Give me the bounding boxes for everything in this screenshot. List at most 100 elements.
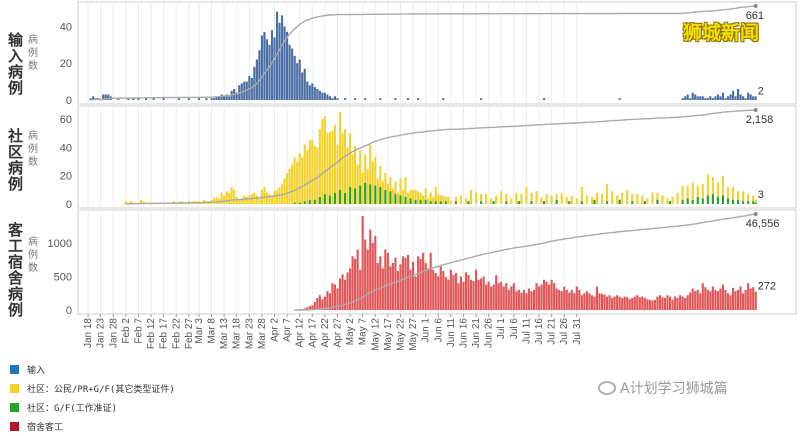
bar <box>437 276 440 310</box>
bar <box>273 191 276 204</box>
bar <box>454 201 457 204</box>
bar <box>542 98 546 100</box>
y-tick-label: 40 <box>60 142 72 154</box>
bar <box>265 192 269 204</box>
bar <box>651 300 654 310</box>
bar <box>686 295 689 310</box>
bar <box>371 242 374 310</box>
bar <box>331 283 334 310</box>
bar <box>351 256 354 310</box>
bar <box>585 195 588 204</box>
bar <box>480 194 483 202</box>
bar <box>500 191 503 204</box>
bar <box>636 295 639 310</box>
bar <box>459 276 463 310</box>
bar <box>545 281 548 310</box>
bar <box>336 98 339 100</box>
bar <box>328 293 332 310</box>
bar <box>359 185 362 204</box>
bar <box>681 296 684 310</box>
bar <box>406 192 410 204</box>
x-tick-label: Jan 28 <box>108 318 119 348</box>
bar <box>308 199 311 204</box>
bar <box>323 194 326 204</box>
bar <box>354 188 357 204</box>
bar <box>278 22 281 100</box>
bar <box>736 88 740 100</box>
bar <box>364 154 367 183</box>
bar <box>696 96 699 100</box>
bar <box>517 201 520 204</box>
panel-2-title: 社区病例 <box>8 127 24 193</box>
bar <box>686 94 689 100</box>
bar <box>313 145 316 200</box>
bar <box>442 195 445 204</box>
bar <box>212 98 216 100</box>
bar <box>432 196 435 204</box>
bar <box>318 128 321 197</box>
legend-item-community-citizen: 社区：公民/PR+G/F(其它类型证件) <box>10 379 175 398</box>
bar <box>364 239 367 310</box>
bar <box>535 191 538 204</box>
bar <box>492 284 495 310</box>
x-tick-label: May 7 <box>358 318 369 346</box>
bar <box>505 283 508 310</box>
bar <box>268 44 271 100</box>
bar <box>542 279 546 310</box>
bar <box>328 131 332 196</box>
bar <box>585 291 588 310</box>
bar <box>701 198 704 204</box>
bar <box>253 66 256 100</box>
legend-swatch <box>10 422 19 431</box>
bar <box>303 308 306 310</box>
bar <box>595 286 599 310</box>
bar <box>734 291 737 310</box>
x-tick-label: Apr 12 <box>295 318 306 348</box>
x-tick-label: May 2 <box>345 318 356 346</box>
bar <box>747 201 750 204</box>
panel-3-ylabel: 病例数 <box>28 237 38 274</box>
bar <box>321 299 324 310</box>
bar <box>714 289 717 310</box>
bar <box>419 199 422 204</box>
bar <box>346 272 349 310</box>
bar <box>726 96 730 100</box>
x-tick-label: Apr 7 <box>282 318 293 342</box>
x-tick-label: Apr 27 <box>332 318 343 348</box>
bar <box>442 98 445 100</box>
bar <box>485 284 488 310</box>
bar <box>333 124 337 193</box>
bar <box>742 191 745 202</box>
x-tick-label: Feb 17 <box>159 318 170 350</box>
panel-frame <box>77 209 797 315</box>
bar <box>391 263 394 310</box>
bar <box>394 181 397 195</box>
cumulative-line <box>125 109 756 205</box>
bar <box>409 189 412 199</box>
bar <box>699 293 702 310</box>
bar <box>381 181 384 204</box>
bar <box>379 98 382 100</box>
bar <box>338 112 342 190</box>
bar <box>691 288 694 310</box>
legend-label: 输入 <box>27 366 46 376</box>
bar <box>223 195 226 204</box>
bar <box>394 257 397 310</box>
bar <box>447 279 450 310</box>
bar <box>515 291 518 310</box>
bar <box>366 249 369 310</box>
x-tick-label: Jul 26 <box>559 318 570 345</box>
bar <box>681 185 684 200</box>
bar <box>721 175 725 196</box>
bar <box>658 295 662 310</box>
bar <box>691 92 694 100</box>
x-tick-label: Mar 8 <box>207 318 218 344</box>
bar <box>487 281 490 310</box>
bar <box>631 194 634 202</box>
bar <box>495 275 498 310</box>
bar <box>729 295 732 310</box>
bar <box>429 192 432 202</box>
bar <box>411 189 415 204</box>
bar <box>419 258 422 310</box>
bar <box>449 269 452 310</box>
